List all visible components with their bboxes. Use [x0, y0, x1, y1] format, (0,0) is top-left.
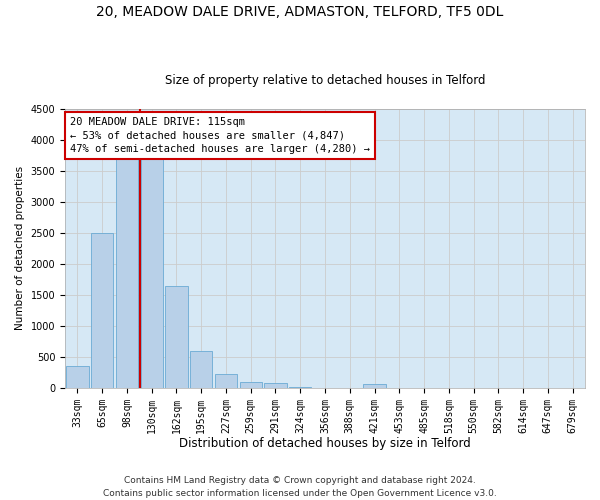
Bar: [289, 387, 311, 388]
X-axis label: Distribution of detached houses by size in Telford: Distribution of detached houses by size …: [179, 437, 471, 450]
Bar: [215, 374, 237, 388]
Bar: [190, 350, 212, 388]
Bar: [91, 233, 113, 388]
Bar: [140, 152, 163, 388]
Title: Size of property relative to detached houses in Telford: Size of property relative to detached ho…: [165, 74, 485, 87]
Y-axis label: Number of detached properties: Number of detached properties: [15, 166, 25, 330]
Text: 20 MEADOW DALE DRIVE: 115sqm
← 53% of detached houses are smaller (4,847)
47% of: 20 MEADOW DALE DRIVE: 115sqm ← 53% of de…: [70, 118, 370, 154]
Text: Contains HM Land Registry data © Crown copyright and database right 2024.
Contai: Contains HM Land Registry data © Crown c…: [103, 476, 497, 498]
Bar: [364, 384, 386, 388]
Text: 20, MEADOW DALE DRIVE, ADMASTON, TELFORD, TF5 0DL: 20, MEADOW DALE DRIVE, ADMASTON, TELFORD…: [97, 5, 503, 19]
Bar: [239, 382, 262, 388]
Bar: [166, 286, 188, 388]
Bar: [66, 366, 89, 388]
Bar: [116, 152, 138, 388]
Bar: [265, 383, 287, 388]
